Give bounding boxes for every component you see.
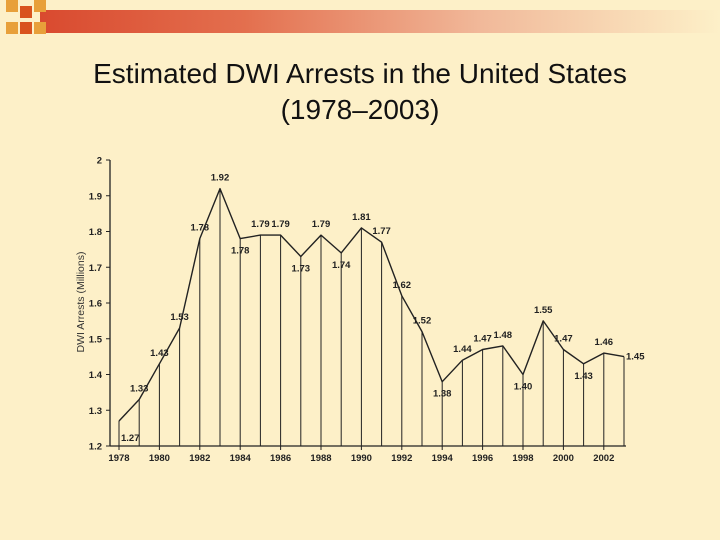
- data-label-1978: 1.27: [121, 433, 140, 444]
- y-tick-label-6: 1.8: [89, 227, 102, 238]
- chart-marks: 1.271.331.431.531.781.921.781.79 1.791.73…: [119, 173, 645, 446]
- data-label-1989: 1.74: [332, 260, 351, 271]
- data-label-1986: 1.79: [271, 219, 290, 230]
- x-tick-label-10: 1998: [512, 453, 533, 464]
- data-label-1992: 1.62: [393, 280, 412, 291]
- x-tick-label-2: 1982: [189, 453, 210, 464]
- data-label-2001: 1.43: [574, 371, 593, 382]
- data-label-1979: 1.33: [130, 384, 149, 395]
- data-label-1981: 1.53: [170, 312, 189, 323]
- data-label-1994: 1.38: [433, 389, 452, 400]
- x-tick-label-0: 1978: [108, 453, 129, 464]
- x-tick-label-12: 2002: [593, 453, 614, 464]
- data-label-1999: 1.55: [534, 305, 553, 316]
- x-tick-label-7: 1992: [391, 453, 412, 464]
- x-tick-label-1: 1980: [149, 453, 170, 464]
- y-tick-label-3: 1.5: [89, 334, 103, 345]
- data-label-1988: 1.79: [312, 219, 331, 230]
- data-label-1996: 1.47: [473, 333, 492, 344]
- data-label-1984: 1.78: [231, 246, 250, 257]
- data-label-1993: 1.52: [413, 316, 432, 327]
- data-label-1995: 1.44: [453, 344, 472, 355]
- x-tick-label-5: 1988: [310, 453, 331, 464]
- data-label-1985: 1.79: [251, 219, 270, 230]
- x-tick-label-9: 1996: [472, 453, 493, 464]
- y-tick-label-1: 1.3: [89, 406, 102, 417]
- x-tick-label-6: 1990: [351, 453, 372, 464]
- y-tick-label-2: 1.4: [89, 370, 103, 381]
- y-tick-label-8: 2: [97, 156, 102, 167]
- data-label-2000: 1.47: [554, 333, 573, 344]
- x-tick-label-11: 2000: [553, 453, 574, 464]
- data-label-1983: 1.92: [211, 173, 230, 184]
- data-label-1997: 1.48: [494, 330, 513, 341]
- x-tick-label-3: 1984: [230, 453, 252, 464]
- y-tick-label-4: 1.6: [89, 299, 102, 310]
- data-label-2003: 1.45: [626, 352, 645, 363]
- y-tick-label-5: 1.7: [89, 263, 102, 274]
- y-axis-label: DWI Arrests (Millions): [75, 252, 87, 353]
- data-label-2002: 1.46: [595, 337, 614, 348]
- data-label-1980: 1.43: [150, 348, 169, 359]
- data-label-1987: 1.73: [292, 264, 311, 275]
- y-tick-label-0: 1.2: [89, 442, 102, 453]
- y-tick-label-7: 1.9: [89, 191, 102, 202]
- x-tick-label-8: 1994: [432, 453, 454, 464]
- x-tick-label-4: 1986: [270, 453, 291, 464]
- data-label-1982: 1.78: [191, 223, 210, 234]
- data-label-1991: 1.77: [372, 226, 391, 237]
- data-label-1990: 1.81: [352, 212, 371, 223]
- data-label-1998: 1.40: [514, 382, 533, 393]
